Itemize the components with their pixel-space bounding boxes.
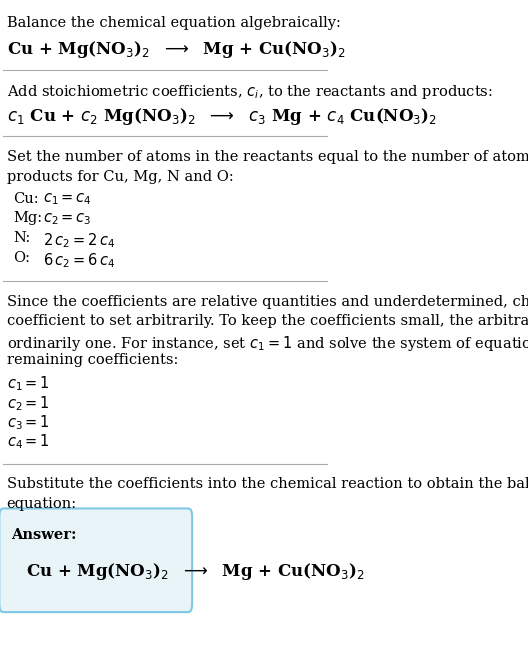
- Text: Substitute the coefficients into the chemical reaction to obtain the balanced: Substitute the coefficients into the che…: [7, 477, 528, 491]
- Text: $c_1 = c_4$: $c_1 = c_4$: [43, 192, 92, 207]
- Text: ordinarily one. For instance, set $c_1 = 1$ and solve the system of equations fo: ordinarily one. For instance, set $c_1 =…: [7, 334, 528, 353]
- Text: $c_1 = 1$: $c_1 = 1$: [7, 374, 50, 393]
- Text: equation:: equation:: [7, 497, 77, 511]
- Text: products for Cu, Mg, N and O:: products for Cu, Mg, N and O:: [7, 170, 233, 184]
- Text: $c_3 = 1$: $c_3 = 1$: [7, 413, 50, 432]
- Text: $c_4 = 1$: $c_4 = 1$: [7, 433, 50, 451]
- Text: $c_1$ Cu + $c_2$ Mg(NO$_3$)$_2$  $\longrightarrow$  $c_3$ Mg + $c_4$ Cu(NO$_3$)$: $c_1$ Cu + $c_2$ Mg(NO$_3$)$_2$ $\longri…: [7, 106, 437, 127]
- Text: $2 \, c_2 = 2 \, c_4$: $2 \, c_2 = 2 \, c_4$: [43, 231, 115, 250]
- Text: Balance the chemical equation algebraically:: Balance the chemical equation algebraica…: [7, 16, 341, 30]
- Text: N:: N:: [13, 231, 31, 245]
- Text: $c_2 = 1$: $c_2 = 1$: [7, 394, 50, 413]
- Text: Since the coefficients are relative quantities and underdetermined, choose a: Since the coefficients are relative quan…: [7, 295, 528, 309]
- Text: Set the number of atoms in the reactants equal to the number of atoms in the: Set the number of atoms in the reactants…: [7, 150, 528, 164]
- Text: Cu + Mg(NO$_3$)$_2$  $\longrightarrow$  Mg + Cu(NO$_3$)$_2$: Cu + Mg(NO$_3$)$_2$ $\longrightarrow$ Mg…: [26, 561, 365, 582]
- Text: Mg:: Mg:: [13, 211, 42, 226]
- Text: Add stoichiometric coefficients, $c_i$, to the reactants and products:: Add stoichiometric coefficients, $c_i$, …: [7, 83, 493, 101]
- Text: Answer:: Answer:: [12, 528, 77, 542]
- Text: Cu:: Cu:: [13, 192, 39, 205]
- Text: remaining coefficients:: remaining coefficients:: [7, 353, 178, 367]
- FancyBboxPatch shape: [0, 509, 192, 612]
- Text: $6 \, c_2 = 6 \, c_4$: $6 \, c_2 = 6 \, c_4$: [43, 251, 115, 270]
- Text: coefficient to set arbitrarily. To keep the coefficients small, the arbitrary va: coefficient to set arbitrarily. To keep …: [7, 314, 528, 328]
- Text: O:: O:: [13, 251, 30, 265]
- Text: Cu + Mg(NO$_3$)$_2$  $\longrightarrow$  Mg + Cu(NO$_3$)$_2$: Cu + Mg(NO$_3$)$_2$ $\longrightarrow$ Mg…: [7, 39, 345, 60]
- Text: $c_2 = c_3$: $c_2 = c_3$: [43, 211, 91, 227]
